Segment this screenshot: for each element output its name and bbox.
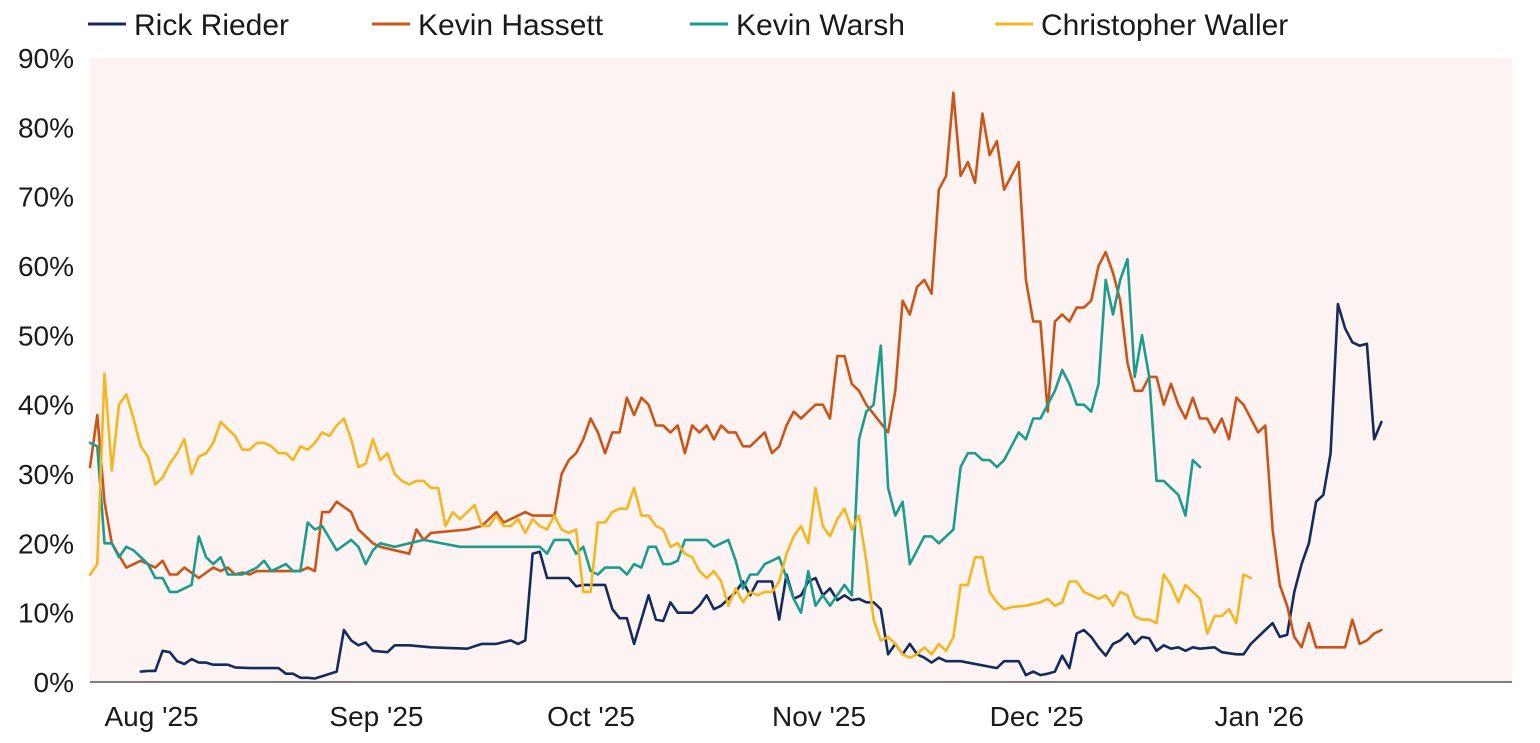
x-axis-tick-labels: Aug '25 Sep '25 Oct '25 Nov '25 Dec '25 Jan '… — [105, 701, 1304, 732]
x-tick-label: Sep '25 — [329, 701, 423, 732]
legend: Rick Rieder Kevin Hassett Kevin Warsh Chris… — [88, 9, 1288, 42]
y-tick-label: 60% — [18, 251, 74, 282]
legend-label: Christopher Waller — [1041, 9, 1288, 42]
x-tick-label: Jan '26 — [1215, 701, 1304, 732]
y-tick-label: 20% — [18, 528, 74, 559]
series-lines — [88, 91, 1383, 680]
y-tick-label: 70% — [18, 182, 74, 213]
y-tick-label: 0% — [34, 667, 74, 698]
y-tick-label: 30% — [18, 459, 74, 490]
y-axis-tick-labels: 0% 10% 20% 30% 40% 50% 60% 70% 80% 90% — [18, 43, 74, 698]
legend-label: Kevin Hassett — [418, 9, 604, 42]
series-line-kevin-hassett — [88, 91, 1383, 649]
legend-label: Kevin Warsh — [736, 9, 905, 42]
plot-area-background — [90, 58, 1512, 682]
series-line-rick-rieder — [139, 302, 1383, 680]
y-tick-label: 80% — [18, 112, 74, 143]
x-tick-label: Oct '25 — [547, 701, 635, 732]
y-tick-label: 90% — [18, 43, 74, 74]
y-tick-label: 10% — [18, 598, 74, 629]
x-tick-label: Aug '25 — [105, 701, 199, 732]
x-tick-label: Dec '25 — [990, 701, 1084, 732]
y-tick-label: 50% — [18, 320, 74, 351]
series-line-kevin-warsh — [88, 257, 1202, 614]
y-tick-label: 40% — [18, 390, 74, 421]
series-line-christopher-waller — [88, 372, 1253, 659]
x-tick-label: Nov '25 — [772, 701, 866, 732]
legend-label: Rick Rieder — [134, 9, 289, 42]
